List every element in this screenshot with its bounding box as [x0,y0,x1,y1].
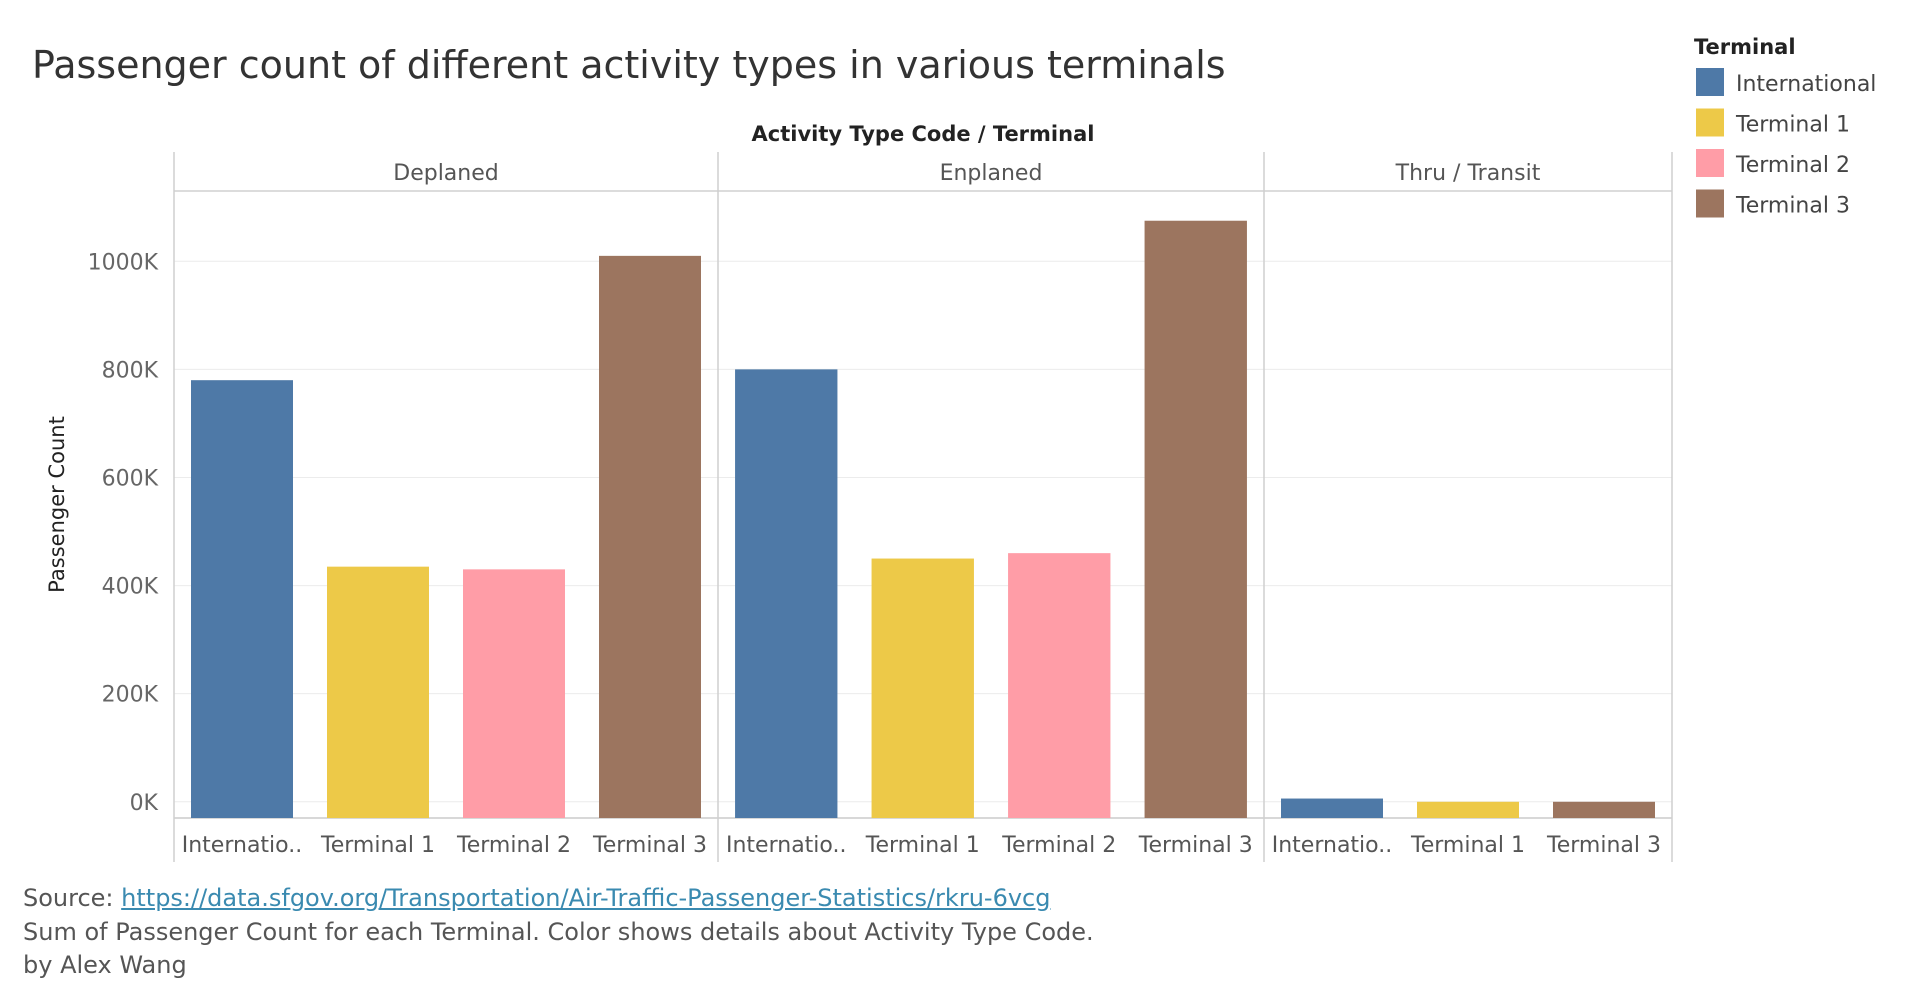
source-label: Source: [23,884,122,912]
panel-header: Deplaned [393,161,498,186]
bar-terminal-1 [327,566,429,818]
bar-terminal-2 [1008,553,1111,818]
legend-swatch [1696,68,1724,96]
bar-terminal-3 [1553,801,1655,818]
legend-label: Terminal 1 [1735,113,1850,138]
panel-header: Enplaned [940,161,1043,186]
x-tick-label: Terminal 1 [320,833,435,858]
bar-terminal-3 [599,255,701,819]
y-tick-label: 600K [102,466,159,491]
legend-swatch [1696,189,1724,218]
x-tick-label: Terminal 1 [1410,833,1525,858]
x-tick-label: Terminal 3 [1138,833,1253,858]
bar-international [1281,798,1383,818]
x-tick-label: Internatio.. [1272,833,1392,858]
chart-description: Sum of Passenger Count for each Terminal… [23,918,1094,946]
x-tick-label: Terminal 1 [865,833,980,858]
x-tick-label: Terminal 2 [1001,833,1116,858]
x-tick-label: Terminal 3 [592,833,707,858]
bar-international [191,380,293,818]
bar-international [735,369,838,818]
x-tick-label: Internatio.. [182,833,302,858]
legend-title: Terminal [1694,35,1796,59]
y-tick-label: 0K [130,791,159,816]
y-tick-label: 1000K [88,250,159,275]
legend-swatch [1696,108,1724,137]
bar-terminal-3 [1144,220,1247,818]
chart-author: by Alex Wang [23,951,187,979]
x-tick-label: Terminal 3 [1546,833,1661,858]
x-tick-label: Internatio.. [726,833,846,858]
chart-title: Passenger count of different activity ty… [32,43,1226,87]
column-header: Activity Type Code / Terminal [752,122,1095,146]
bar-chart: Passenger count of different activity ty… [32,35,1876,862]
legend-label: Terminal 3 [1735,194,1850,219]
y-tick-label: 800K [102,358,159,383]
x-tick-label: Terminal 2 [456,833,571,858]
bar-terminal-2 [463,569,565,818]
source-link[interactable]: https://data.sfgov.org/Transportation/Ai… [121,884,1051,912]
legend-label: Terminal 2 [1735,153,1850,178]
y-tick-label: 200K [102,683,159,708]
source-line: Source: https://data.sfgov.org/Transport… [23,884,1050,912]
bar-terminal-1 [871,558,974,818]
y-axis-label: Passenger Count [45,416,69,593]
y-tick-label: 400K [102,575,159,600]
bar-terminal-1 [1417,801,1519,818]
panel-header: Thru / Transit [1395,161,1541,186]
legend-label: International [1736,72,1876,97]
legend-swatch [1696,149,1724,177]
